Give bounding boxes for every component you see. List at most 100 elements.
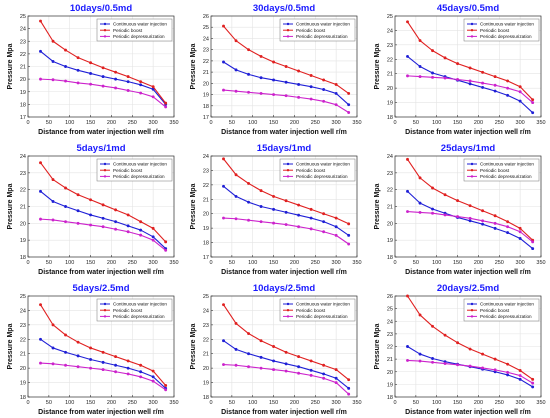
data-point-depress <box>89 82 93 86</box>
data-point-depress <box>139 233 143 237</box>
data-point-boost <box>406 20 409 24</box>
data-point-continuous <box>347 103 351 107</box>
data-point-depress <box>51 362 55 366</box>
axes-frame <box>27 155 175 258</box>
legend-box <box>96 298 173 322</box>
data-point-boost <box>322 78 326 82</box>
data-point-boost <box>164 240 168 244</box>
data-point-continuous <box>76 209 80 213</box>
legend-marker-continuous <box>470 162 474 166</box>
data-point-depress <box>468 79 472 83</box>
chart-panel: 30days/0.5md 17 18 19 20 21 22 23 24 25 26 0 50 100 15… <box>190 3 362 136</box>
data-point-boost <box>468 66 472 70</box>
data-point-boost <box>64 186 67 190</box>
y-tick-label: 20 <box>20 77 26 83</box>
data-point-continuous <box>247 352 250 356</box>
y-tick-label: 25 <box>20 294 26 300</box>
data-point-depress <box>284 223 288 226</box>
data-point-continuous <box>481 222 485 226</box>
data-point-continuous <box>518 237 522 240</box>
data-point-boost <box>164 101 168 105</box>
data-point-boost <box>234 39 238 43</box>
x-axis-label: Distance from water injection well r/m <box>221 269 347 276</box>
legend-label-depress: Periodic depressurization <box>296 314 348 319</box>
data-point-continuous <box>297 83 301 86</box>
legend-marker-depress <box>470 315 474 318</box>
data-point-depress <box>234 363 238 367</box>
legend-marker-depress <box>286 315 290 318</box>
data-point-boost <box>284 199 288 203</box>
x-tick-label: 250 <box>311 120 320 126</box>
data-point-boost <box>139 220 143 224</box>
data-point-depress <box>322 230 326 234</box>
data-point-boost <box>284 350 288 354</box>
legend-label-boost: Periodic boost <box>480 28 510 33</box>
legend-marker-continuous <box>286 22 290 26</box>
data-point-continuous <box>531 385 535 389</box>
y-tick-label: 20 <box>387 221 393 227</box>
data-point-boost <box>222 157 225 161</box>
legend-marker-boost <box>470 169 474 172</box>
data-point-continuous <box>126 80 130 84</box>
data-point-depress <box>309 373 313 377</box>
data-point-boost <box>247 332 250 335</box>
y-tick-label: 19 <box>20 238 26 244</box>
legend-label-continuous: Continuous water injection <box>113 22 167 27</box>
x-tick-label: 100 <box>432 400 441 406</box>
data-point-boost <box>334 368 338 372</box>
chart-title: 10days/2.5md <box>253 283 316 294</box>
data-point-depress <box>247 90 250 94</box>
legend-box <box>463 18 540 42</box>
y-tick-label: 22 <box>20 337 26 343</box>
x-tick-label: 200 <box>107 400 116 406</box>
axes-frame <box>394 15 542 118</box>
x-tick-label: 150 <box>269 260 278 266</box>
x-tick-label: 100 <box>432 260 441 266</box>
y-tick-label: 23 <box>20 323 26 329</box>
legend-marker-depress <box>470 35 474 38</box>
data-point-continuous <box>506 373 510 377</box>
x-tick-label: 350 <box>352 400 361 406</box>
data-point-continuous <box>334 376 338 380</box>
y-tick-label: 24 <box>387 319 393 325</box>
y-tick-label: 25 <box>387 307 393 313</box>
data-point-continuous <box>101 75 105 79</box>
y-tick-label: 17 <box>203 255 209 261</box>
legend-marker-boost <box>286 29 290 32</box>
legend-marker-depress <box>470 175 474 178</box>
legend-label-depress: Periodic depressurization <box>480 174 532 179</box>
x-tick-label: 250 <box>311 260 320 266</box>
data-point-boost <box>493 75 497 79</box>
x-tick-label: 0 <box>393 260 396 266</box>
data-point-continuous <box>76 68 80 72</box>
data-point-continuous <box>114 77 118 81</box>
axes-frame <box>210 15 358 118</box>
data-point-depress <box>139 91 143 95</box>
legend-label-boost: Periodic boost <box>296 308 326 313</box>
data-point-boost <box>443 193 447 197</box>
data-point-continuous <box>51 60 55 63</box>
data-point-continuous <box>431 357 434 360</box>
chart-title: 45days/0.5md <box>437 3 500 14</box>
data-point-boost <box>89 61 93 65</box>
x-tick-label: 50 <box>229 120 235 126</box>
data-point-depress <box>297 225 301 229</box>
x-tick-label: 300 <box>332 400 341 406</box>
y-tick-label: 24 <box>20 154 26 160</box>
y-tick-label: 22 <box>203 183 209 189</box>
data-point-continuous <box>114 363 118 367</box>
y-tick-label: 18 <box>20 102 26 108</box>
data-point-boost <box>518 85 522 89</box>
data-point-continuous <box>347 233 351 237</box>
legend-box <box>96 18 173 42</box>
data-point-boost <box>518 369 522 372</box>
y-tick-label: 24 <box>20 308 26 314</box>
data-point-boost <box>64 333 67 337</box>
data-point-boost <box>259 339 263 343</box>
data-point-depress <box>164 105 168 109</box>
data-point-depress <box>64 220 67 224</box>
x-tick-label: 50 <box>46 400 52 406</box>
x-tick-label: 100 <box>65 120 74 126</box>
data-point-boost <box>89 346 93 350</box>
data-point-depress <box>334 381 338 385</box>
